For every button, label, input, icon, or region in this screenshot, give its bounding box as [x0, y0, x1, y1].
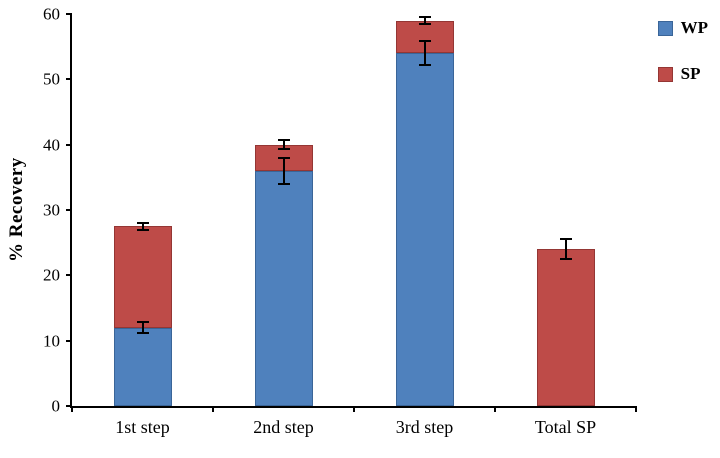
legend-item-sp: SP [657, 64, 708, 84]
error-bar [564, 239, 567, 259]
y-tick-label: 40 [43, 135, 60, 155]
error-bar [282, 157, 285, 184]
x-category-label: 3rd step [395, 417, 454, 437]
y-tick-mark [66, 209, 72, 211]
y-tick-mark [66, 405, 72, 407]
error-bar-cap [559, 258, 572, 260]
error-bar-cap [136, 331, 149, 334]
error-bar-cap [277, 182, 290, 185]
legend-label: SP [680, 64, 701, 83]
error-bar-cap [277, 139, 290, 142]
bar-segment-wp [254, 170, 313, 406]
y-tick-mark [66, 274, 72, 277]
x-category-label: Total SP [534, 417, 597, 437]
error-bar-cap [136, 222, 149, 225]
error-bar-cap [136, 321, 149, 324]
error-bar-cap [277, 156, 290, 159]
x-tick-mark [212, 406, 214, 412]
x-tick-mark [494, 406, 496, 412]
y-tick-label: 20 [43, 265, 60, 285]
error-bar-cap [559, 238, 572, 241]
error-bar-cap [418, 22, 431, 25]
error-bar-cap [418, 63, 431, 66]
x-tick-mark [71, 406, 73, 412]
error-bar [141, 322, 144, 333]
bar-segment-wp [395, 53, 454, 406]
error-bar [423, 17, 426, 24]
x-tick-mark [353, 406, 355, 412]
y-tick-label: 50 [43, 69, 60, 89]
error-bar [141, 223, 144, 230]
y-tick-mark [66, 13, 72, 15]
y-tick-mark [66, 143, 72, 146]
error-bar-cap [418, 40, 431, 43]
y-axis-title: % Recovery [6, 157, 27, 263]
bar-segment-sp [536, 249, 595, 406]
y-tick-label: 10 [43, 331, 60, 351]
legend-item-wp: WP [657, 18, 708, 38]
error-bar [282, 140, 285, 150]
x-tick-mark [635, 406, 637, 412]
error-bar-cap [418, 16, 431, 19]
y-tick-label: 0 [51, 396, 61, 416]
y-tick-label: 60 [43, 4, 60, 24]
x-category-label: 1st step [115, 417, 170, 437]
y-tick-mark [66, 78, 72, 81]
error-bar-cap [136, 228, 149, 231]
plot-area: 0 10 20 30 40 50 60 1st step 2nd step 3rd step Tot… [43, 6, 637, 436]
error-bar-cap [277, 148, 290, 151]
bar-segment-wp [113, 327, 172, 406]
y-tick-label: 30 [43, 200, 60, 220]
bar-segment-sp [113, 226, 172, 328]
x-category-label: 2nd step [253, 417, 314, 437]
y-tick-mark [66, 339, 72, 342]
error-bar [423, 41, 426, 65]
legend-swatch-sp [657, 66, 673, 82]
legend-swatch-wp [657, 20, 673, 36]
chart-legend: WP SP [657, 18, 708, 84]
legend-label: WP [680, 18, 708, 37]
